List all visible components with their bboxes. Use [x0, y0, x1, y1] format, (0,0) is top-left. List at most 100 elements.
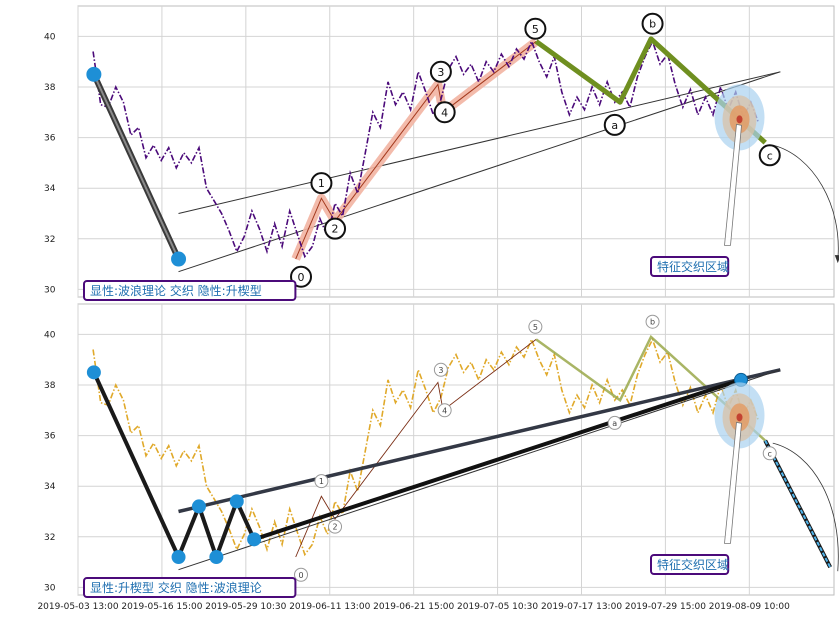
wave-label-4: 4: [441, 106, 448, 119]
bottom-caption-box: [83, 577, 297, 598]
correction-line: [534, 36, 767, 145]
wave-label-circle: [324, 217, 347, 240]
wave-label-circle: [328, 519, 343, 534]
top-zone-label: 特征交织区域: [650, 256, 730, 277]
y-tick-label: 40: [44, 330, 56, 340]
bottom-zone-label-box: [650, 554, 730, 575]
x-tick-label: 2019-08-09 10:00: [709, 602, 790, 612]
zone-core: [736, 115, 743, 124]
wave-label-1: 1: [319, 477, 324, 486]
wedge-point: [209, 550, 224, 565]
projection-line: [763, 439, 832, 569]
zone-pointer-arrow: [724, 421, 742, 544]
wave-label-c: c: [768, 449, 772, 458]
wave-label-circle: [433, 101, 456, 124]
top-caption: 显性:波浪理论 交织 隐性:升楔型: [83, 280, 297, 301]
y-tick-label: 30: [44, 285, 56, 295]
zone-pointer-arrow: [724, 123, 742, 246]
wave-label-circle: [437, 403, 452, 418]
wedge-point: [191, 499, 206, 514]
wave-label-circle: [314, 474, 329, 489]
wave-label-circle: [433, 362, 448, 377]
x-tick-label: 2019-07-29 15:00: [625, 602, 706, 612]
y-tick-label: 36: [44, 134, 56, 144]
wave-label-circle: [310, 172, 333, 195]
wedge-point: [229, 494, 244, 509]
y-tick-label: 32: [44, 235, 55, 245]
wave-label-a: a: [611, 119, 618, 132]
wave-label-b: b: [649, 18, 656, 31]
wave-label-4: 4: [442, 406, 447, 415]
impulse-line-faint: [295, 339, 537, 558]
wedge-upper: [178, 368, 781, 514]
impulse-line: [295, 41, 537, 260]
wedge-thin: [178, 369, 781, 571]
projection-curve: [772, 144, 839, 261]
decline-endpoint: [171, 251, 187, 267]
x-tick-label: 2019-05-16 15:00: [121, 602, 202, 612]
wave-label-circle: [607, 415, 622, 430]
wave-label-a: a: [612, 419, 617, 428]
wave-label-1: 1: [318, 177, 325, 190]
x-tick-label: 2019-07-05 10:30: [457, 602, 538, 612]
plot-area: [77, 5, 835, 298]
top-zone-label-box: [650, 256, 730, 277]
price-line: [92, 337, 760, 557]
bottom-zone-label-text: 特征交织区域: [657, 557, 729, 572]
top-caption-box: [83, 280, 297, 301]
y-tick-label: 34: [44, 184, 56, 194]
top-zone-label-text: 特征交织区域: [657, 259, 729, 274]
wedge-point: [171, 550, 186, 565]
y-tick-label: 32: [44, 533, 55, 543]
wedge-lower: [253, 377, 742, 542]
wave-label-3: 3: [437, 66, 444, 79]
y-tick-label: 34: [44, 482, 56, 492]
top-caption-text: 显性:波浪理论 交织 隐性:升楔型: [90, 283, 262, 298]
wave-label-circle: [645, 314, 660, 329]
zone-core: [736, 413, 743, 422]
bottom-caption-text: 显性:升楔型 交织 隐性:波浪理论: [90, 580, 262, 595]
wave-label-circle: [290, 265, 313, 288]
wave-label-b: b: [650, 318, 655, 327]
bottom-caption: 显性:升楔型 交织 隐性:波浪理论: [83, 577, 297, 598]
wave-label-2: 2: [332, 223, 339, 236]
wave-label-circle: [528, 319, 543, 334]
wave-label-3: 3: [438, 366, 443, 375]
x-axis-ticks: 2019-05-03 13:00 2019-05-16 15:00 2019-05-…: [37, 602, 790, 612]
wedge-point: [247, 532, 262, 547]
wave-label-circle: [758, 144, 781, 167]
wave-label-circle: [294, 567, 309, 582]
wave-label-circle: [524, 17, 547, 40]
wave-label-c: c: [767, 149, 773, 162]
y-tick-label: 38: [44, 83, 56, 93]
bottom-zone-label: 特征交织区域: [650, 554, 730, 575]
decline-endpoint: [86, 66, 102, 82]
x-tick-label: 2019-06-11 13:00: [289, 602, 370, 612]
x-tick-label: 2019-05-03 13:00: [37, 602, 118, 612]
wave-label-circle: [762, 446, 777, 461]
y-tick-label: 40: [44, 32, 56, 42]
x-tick-label: 2019-05-29 10:30: [205, 602, 286, 612]
wave-label-0: 0: [298, 271, 305, 284]
wave-label-2: 2: [332, 523, 337, 532]
decline-line-inner: [92, 73, 180, 260]
wedge-point: [86, 365, 101, 380]
wave-label-0: 0: [298, 571, 303, 580]
wave-label-5: 5: [532, 23, 539, 36]
projection-curve: [772, 442, 839, 572]
plot-area: [77, 303, 835, 596]
wave-label-5: 5: [533, 323, 538, 332]
wedge-line: [178, 71, 781, 214]
wave-label-circle: [641, 12, 664, 35]
x-tick-label: 2019-06-21 15:00: [373, 602, 454, 612]
wave-label-circle: [603, 113, 626, 136]
y-tick-label: 30: [44, 583, 56, 593]
projection-arrowhead: [834, 255, 839, 264]
wave-label-circle: [429, 60, 452, 83]
y-tick-label: 38: [44, 381, 56, 391]
y-tick-label: 36: [44, 432, 56, 442]
